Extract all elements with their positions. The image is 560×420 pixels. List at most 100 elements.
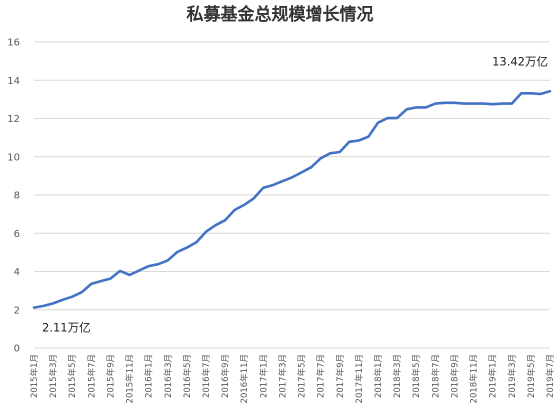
data-point	[415, 106, 418, 109]
data-point	[453, 101, 456, 104]
x-tick-label: 2018年7月	[430, 354, 441, 398]
data-point	[128, 274, 131, 276]
x-tick-label: 2015年1月	[29, 354, 40, 398]
x-tick-label: 2017年7月	[316, 354, 327, 398]
x-tick-label: 2016年7月	[201, 354, 212, 398]
data-point	[185, 246, 188, 249]
data-point	[214, 224, 217, 227]
x-tick-label: 2019年3月	[507, 354, 518, 398]
series-line	[32, 90, 552, 309]
x-tick-label: 2015年5月	[67, 354, 78, 398]
data-point	[520, 92, 523, 95]
x-axis-ticks: 2015年1月 2015年3月 2015年5月 2015年7月 2015年9月 2015年…	[29, 354, 556, 403]
data-point	[472, 102, 475, 105]
y-tick-label: 16	[7, 38, 20, 49]
x-tick-label: 2015年9月	[105, 354, 116, 398]
data-point	[61, 298, 64, 301]
data-point	[157, 263, 160, 266]
y-tick-label: 6	[14, 229, 20, 240]
data-point	[99, 280, 102, 282]
chart-title: 私募基金总规模增长情况	[187, 4, 374, 25]
data-point	[319, 157, 322, 160]
data-point	[539, 93, 542, 95]
data-point	[224, 219, 227, 222]
x-tick-label: 2019年7月	[545, 354, 556, 398]
x-tick-label: 2018年1月	[373, 354, 384, 398]
x-tick-label: 2016年5月	[182, 354, 193, 398]
x-tick-label: 2017年9月	[335, 354, 346, 398]
y-tick-label: 0	[14, 344, 20, 355]
data-point	[510, 102, 513, 105]
data-point	[367, 135, 370, 138]
data-point	[71, 295, 74, 298]
y-tick-label: 14	[7, 76, 20, 87]
data-point	[482, 102, 485, 105]
y-tick-label: 8	[14, 191, 20, 202]
data-point	[491, 103, 494, 106]
data-point	[357, 139, 360, 142]
data-point	[80, 291, 83, 294]
data-point	[405, 108, 408, 111]
data-point	[300, 171, 303, 174]
y-tick-label: 12	[7, 114, 20, 125]
data-point	[329, 152, 332, 155]
x-tick-label: 2018年9月	[449, 354, 460, 398]
x-tick-label: 2017年3月	[277, 354, 288, 398]
data-point	[396, 117, 399, 120]
x-tick-label: 2018年5月	[411, 354, 422, 398]
data-label: 2.11万亿	[42, 321, 91, 335]
x-tick-label: 2019年5月	[526, 354, 537, 398]
data-point	[33, 306, 35, 309]
x-tick-label: 2019年1月	[488, 354, 499, 398]
x-tick-label: 2018年11月	[469, 354, 480, 403]
data-point	[243, 204, 246, 206]
y-tick-label: 4	[14, 267, 20, 278]
data-point	[549, 90, 551, 93]
data-point	[90, 283, 93, 285]
data-point	[338, 151, 341, 153]
data-point	[195, 241, 198, 244]
gridlines	[34, 41, 550, 349]
x-tick-label: 2015年7月	[86, 354, 97, 398]
data-point	[386, 117, 389, 120]
data-point	[252, 197, 255, 200]
x-tick-label: 2015年3月	[48, 354, 59, 398]
data-point	[262, 186, 265, 189]
data-point	[138, 269, 141, 272]
data-point	[176, 251, 179, 253]
x-tick-label: 2016年3月	[163, 354, 174, 398]
x-tick-label: 2017年1月	[258, 354, 269, 398]
data-point	[166, 259, 169, 262]
data-point	[271, 184, 274, 186]
x-tick-label: 2017年11月	[354, 354, 365, 403]
data-point	[205, 230, 207, 233]
data-point	[434, 102, 437, 105]
y-tick-label: 2	[14, 305, 20, 316]
data-point	[377, 121, 379, 124]
data-point	[424, 106, 427, 109]
data-point	[147, 265, 150, 268]
y-axis-ticks: 0 2 4 6 8 10 12 14 16	[7, 38, 20, 355]
data-point	[529, 92, 532, 95]
x-tick-label: 2016年9月	[220, 354, 231, 398]
data-point	[463, 102, 465, 105]
annotations: 2.11万亿 13.42万亿	[42, 54, 548, 334]
data-point	[233, 209, 236, 211]
series-layer	[32, 90, 552, 309]
x-tick-label: 2016年1月	[144, 354, 155, 398]
data-point	[443, 101, 446, 104]
data-point	[281, 180, 284, 183]
x-tick-label: 2015年11月	[125, 354, 136, 403]
data-point	[119, 270, 121, 272]
data-point	[109, 277, 112, 280]
x-tick-label: 2017年5月	[297, 354, 308, 398]
data-point	[52, 302, 55, 305]
data-point	[291, 176, 293, 179]
data-point	[310, 166, 313, 169]
data-point	[501, 102, 504, 105]
data-label: 13.42万亿	[492, 54, 548, 68]
y-tick-label: 10	[7, 152, 20, 163]
x-tick-label: 2018年3月	[392, 354, 403, 398]
x-tick-label: 2016年11月	[239, 354, 250, 403]
